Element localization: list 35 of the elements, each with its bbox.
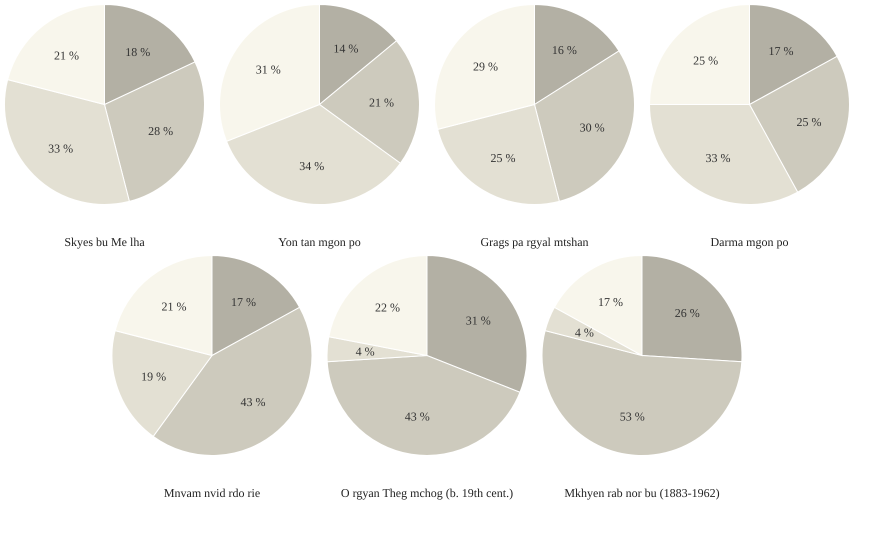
data-label: 43 % — [404, 410, 430, 424]
data-label: 17 % — [231, 295, 256, 310]
text: Mnvam nvid rdo rie — [164, 486, 260, 500]
text: Darma mgon po — [710, 235, 788, 249]
data-label: 31 % — [256, 62, 281, 77]
data-label: 21 % — [54, 48, 79, 63]
data-label: 43 % — [240, 395, 266, 410]
data-label: 21 % — [162, 300, 186, 314]
data-label: 4 % — [574, 326, 594, 340]
text: Grags pa rgyal mtshan — [480, 235, 589, 249]
data-label: 4 % — [356, 344, 375, 359]
data-label: 33 % — [705, 150, 730, 165]
data-label: 22 % — [374, 300, 400, 315]
text: Skyes bu Me lha — [64, 235, 146, 249]
data-label: 16 % — [552, 43, 577, 58]
data-label: 29 % — [473, 60, 498, 74]
data-label: 25 % — [490, 150, 516, 165]
text: Mkhyen rab nor bu (1883-1962) — [564, 486, 720, 500]
text: Yon tan mgon po — [278, 235, 361, 249]
data-label: 14 % — [333, 41, 358, 56]
data-label: 34 % — [299, 159, 324, 174]
data-label: 25 % — [693, 54, 718, 68]
data-label: 26 % — [674, 306, 700, 320]
data-label: 21 % — [368, 96, 394, 110]
data-label: 19 % — [141, 370, 166, 384]
data-label: 30 % — [580, 120, 605, 134]
data-label: 17 % — [768, 44, 794, 58]
data-label: 25 % — [796, 114, 822, 129]
data-label: 17 % — [598, 295, 623, 310]
text: O rgyan Theg mchog (b. 19th cent.) — [340, 486, 514, 500]
data-label: 53 % — [620, 410, 645, 424]
data-label: 18 % — [125, 45, 150, 60]
data-label: 33 % — [48, 141, 74, 156]
data-label: 28 % — [148, 124, 174, 138]
data-label: 31 % — [466, 314, 491, 328]
